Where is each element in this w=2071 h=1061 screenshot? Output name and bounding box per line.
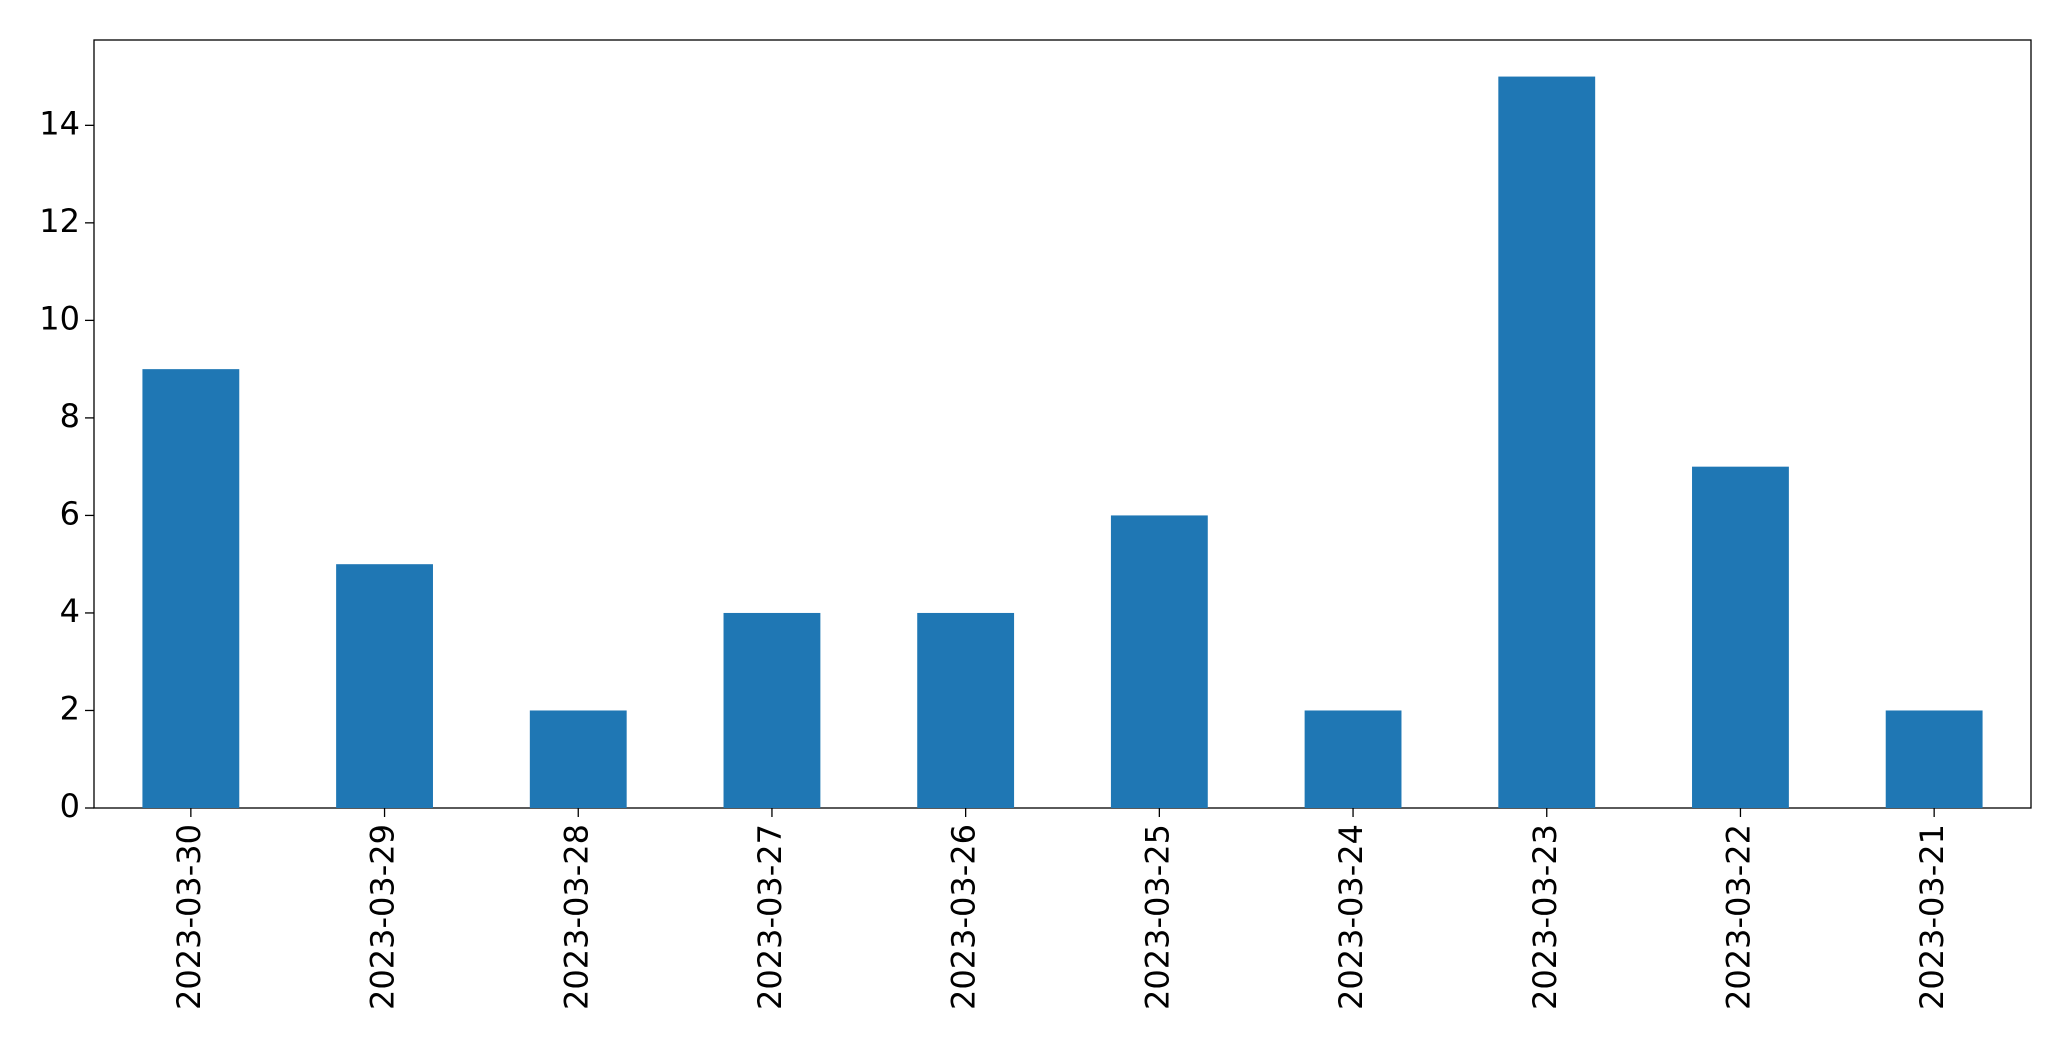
bar [1692, 466, 1789, 808]
x-tick-label: 2023-03-26 [945, 824, 983, 1010]
bar [1885, 710, 1983, 808]
bar [529, 710, 627, 808]
x-tick-label: 2023-03-23 [1526, 824, 1564, 1010]
x-tick-label: 2023-03-24 [1332, 824, 1370, 1010]
bar [142, 369, 240, 808]
x-tick-label: 2023-03-22 [1719, 824, 1757, 1010]
y-tick-label: 0 [60, 787, 80, 825]
bar [917, 612, 1015, 808]
bar [1304, 710, 1402, 808]
x-tick-label: 2023-03-25 [1138, 824, 1176, 1010]
plot-frame [93, 39, 2032, 809]
y-tick-label: 10 [39, 299, 80, 337]
y-tick-label: 2 [60, 689, 80, 727]
x-tick-label: 2023-03-29 [364, 824, 402, 1010]
y-tick-label: 4 [60, 592, 80, 630]
x-tick-label: 2023-03-30 [170, 824, 208, 1010]
y-tick-label: 6 [60, 494, 80, 532]
bar [1110, 515, 1208, 808]
bar [336, 564, 433, 808]
bar [1498, 76, 1596, 809]
x-tick-label: 2023-03-27 [751, 824, 789, 1010]
bar [723, 612, 821, 808]
y-tick-label: 8 [60, 397, 80, 435]
y-tick-label: 14 [39, 104, 80, 142]
x-tick-label: 2023-03-21 [1913, 824, 1951, 1010]
x-tick-label: 2023-03-28 [557, 824, 595, 1010]
y-tick-label: 12 [39, 202, 80, 240]
